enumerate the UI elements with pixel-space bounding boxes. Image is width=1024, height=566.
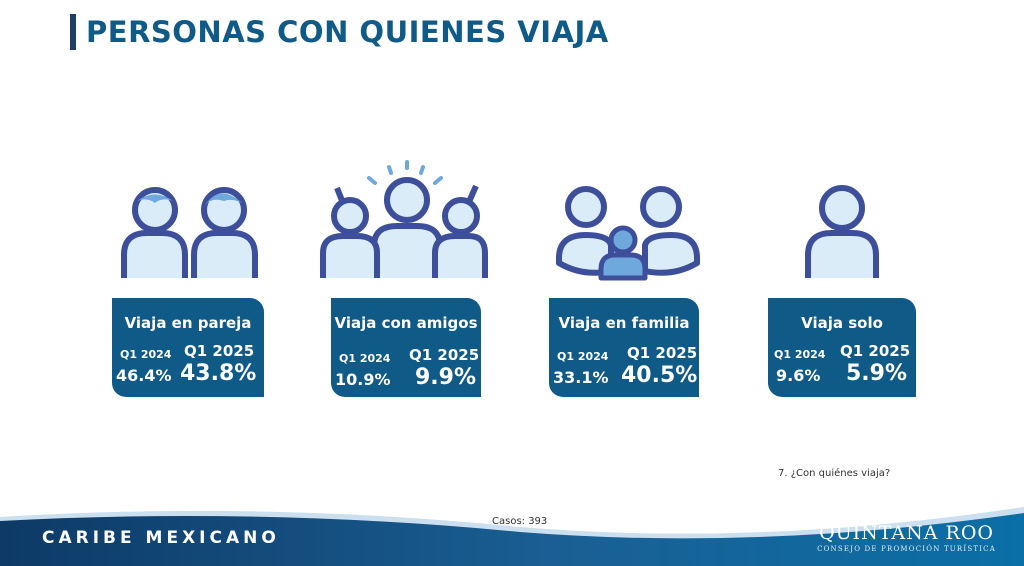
year-prev: Q1 2024	[774, 348, 826, 361]
quintana-roo-logo: QUINTANA ROO	[819, 522, 994, 544]
friends-icon	[320, 160, 488, 278]
card-familia: Viaja en familia Q1 2024 Q1 2025 33.1% 4…	[549, 298, 699, 397]
card-amigos: Viaja con amigos Q1 2024 Q1 2025 10.9% 9…	[331, 298, 481, 397]
value-prev: 9.6%	[776, 366, 821, 385]
couple-icon	[121, 187, 258, 278]
card-pareja: Viaja en pareja Q1 2024 Q1 2025 46.4% 43…	[112, 298, 264, 397]
value-curr: 5.9%	[846, 361, 908, 386]
year-prev: Q1 2024	[120, 348, 172, 361]
year-prev: Q1 2024	[557, 350, 609, 363]
footer-wave	[0, 507, 1024, 566]
year-prev: Q1 2024	[339, 352, 391, 365]
caribe-mexicano-logo: CARIBE MEXICANO	[42, 528, 280, 548]
solo-icon	[805, 185, 879, 278]
value-curr: 43.8%	[180, 361, 257, 386]
card-solo: Viaja solo Q1 2024 Q1 2025 9.6% 5.9%	[768, 298, 916, 397]
cases-count: Casos: 393	[492, 516, 548, 527]
value-prev: 10.9%	[335, 370, 391, 389]
year-curr: Q1 2025	[840, 342, 911, 360]
survey-question: 7. ¿Con quiénes viaja?	[778, 468, 891, 479]
year-curr: Q1 2025	[184, 342, 255, 360]
value-prev: 33.1%	[553, 368, 609, 387]
family-icon	[556, 186, 700, 281]
quintana-roo-subtitle: CONSEJO DE PROMOCIÓN TURÍSTICA	[817, 545, 996, 553]
category-label: Viaja con amigos	[334, 314, 478, 332]
category-label: Viaja en pareja	[124, 314, 252, 332]
year-curr: Q1 2025	[627, 344, 698, 362]
category-label: Viaja en familia	[558, 314, 690, 332]
value-prev: 46.4%	[116, 366, 172, 385]
value-curr: 40.5%	[621, 363, 698, 388]
title-accent-bar	[70, 14, 76, 50]
year-curr: Q1 2025	[409, 346, 480, 364]
page-title: PERSONAS CON QUIENES VIAJA	[86, 15, 609, 49]
value-curr: 9.9%	[415, 365, 477, 390]
category-label: Viaja solo	[801, 314, 883, 332]
